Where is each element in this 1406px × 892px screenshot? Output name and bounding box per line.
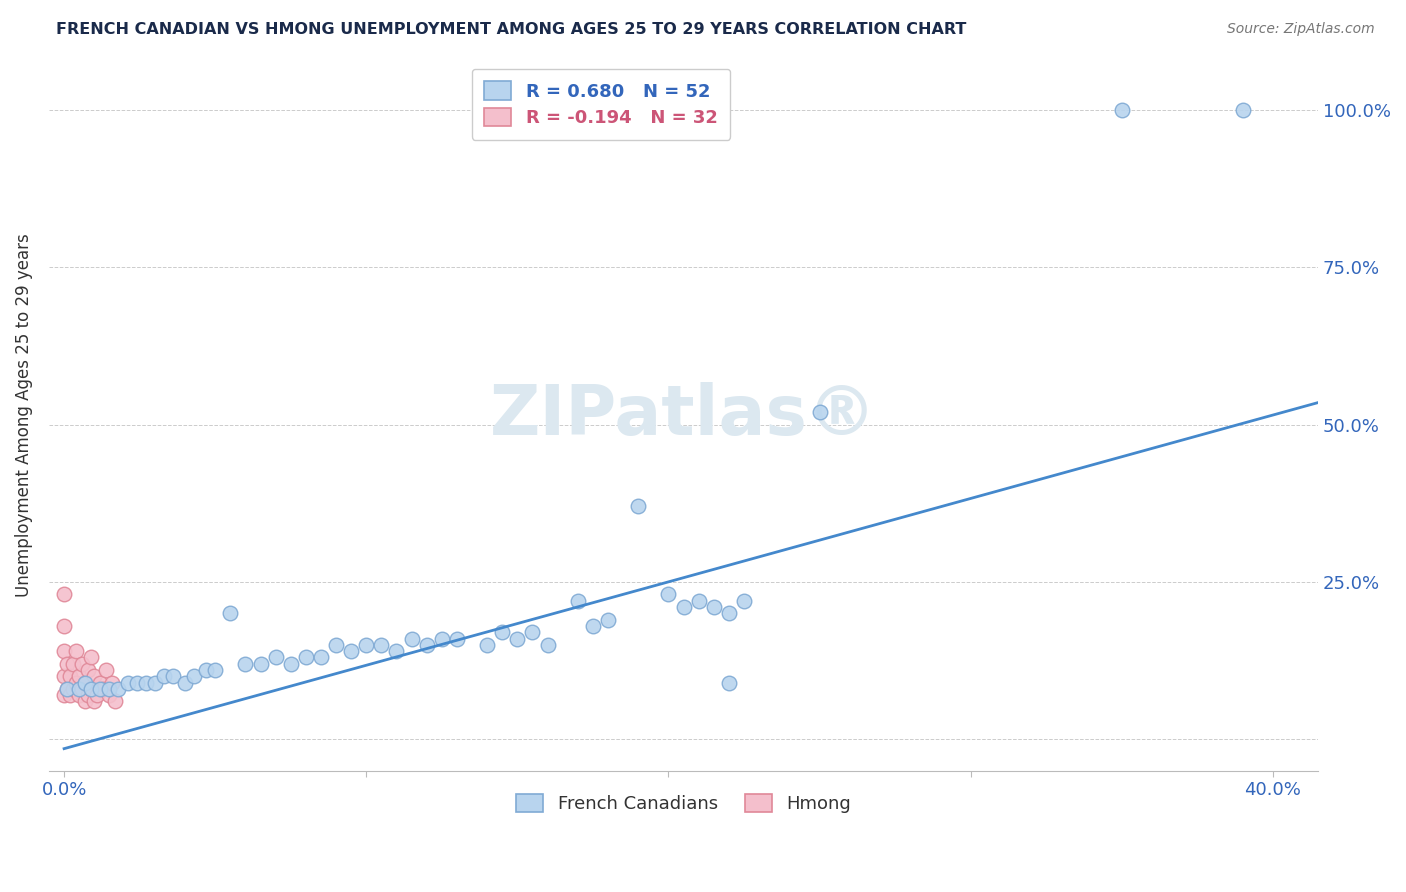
Y-axis label: Unemployment Among Ages 25 to 29 years: Unemployment Among Ages 25 to 29 years [15,234,32,597]
Point [80,681,103,696]
Point [53,669,76,683]
Point [596,613,619,627]
Point [98,688,121,702]
Point [75,694,97,708]
Point [104,694,127,708]
Point [385,644,408,658]
Point [53,587,76,601]
Point [62,681,84,696]
Point [430,632,453,646]
Point [717,607,740,621]
Legend: French Canadians, Hmong: French Canadians, Hmong [503,781,863,826]
Point [491,625,513,640]
Point [93,681,115,696]
Point [53,688,76,702]
Point [67,669,90,683]
Point [59,669,82,683]
Point [325,638,347,652]
Text: ZIPatlas®: ZIPatlas® [489,382,877,449]
Point [627,500,650,514]
Point [340,644,363,658]
Point [808,405,831,419]
Point [80,650,103,665]
Point [59,688,82,702]
Point [280,657,302,671]
Point [98,681,121,696]
Point [219,607,242,621]
Point [89,675,111,690]
Point [77,663,100,677]
Point [65,675,87,690]
Point [125,675,148,690]
Point [117,675,139,690]
Point [264,650,287,665]
Point [70,657,93,671]
Point [295,650,318,665]
Point [703,600,725,615]
Text: Source: ZipAtlas.com: Source: ZipAtlas.com [1227,22,1375,37]
Point [86,688,108,702]
Point [370,638,392,652]
Point [536,638,558,652]
Point [415,638,437,652]
Point [446,632,468,646]
Point [567,594,589,608]
Point [1232,103,1254,117]
Point [67,688,90,702]
Point [89,681,111,696]
Point [249,657,271,671]
Point [1111,103,1133,117]
Point [183,669,205,683]
Point [506,632,529,646]
Point [688,594,710,608]
Point [174,675,197,690]
Point [195,663,218,677]
Point [53,619,76,633]
Point [56,681,79,696]
Point [401,632,423,646]
Point [162,669,184,683]
Point [56,657,79,671]
Point [153,669,176,683]
Point [67,681,90,696]
Point [80,681,103,696]
Point [96,663,118,677]
Point [235,657,257,671]
Point [101,675,124,690]
Point [733,594,755,608]
Point [717,675,740,690]
Point [475,638,498,652]
Point [522,625,544,640]
Point [204,663,226,677]
Point [582,619,605,633]
Point [75,675,97,690]
Point [83,669,105,683]
Point [65,644,87,658]
Text: FRENCH CANADIAN VS HMONG UNEMPLOYMENT AMONG AGES 25 TO 29 YEARS CORRELATION CHAR: FRENCH CANADIAN VS HMONG UNEMPLOYMENT AM… [56,22,966,37]
Point [672,600,695,615]
Point [657,587,679,601]
Point [62,657,84,671]
Point [56,681,79,696]
Point [356,638,378,652]
Point [53,644,76,658]
Point [77,688,100,702]
Point [70,681,93,696]
Point [143,675,166,690]
Point [309,650,332,665]
Point [83,694,105,708]
Point [135,675,157,690]
Point [75,675,97,690]
Point [107,681,129,696]
